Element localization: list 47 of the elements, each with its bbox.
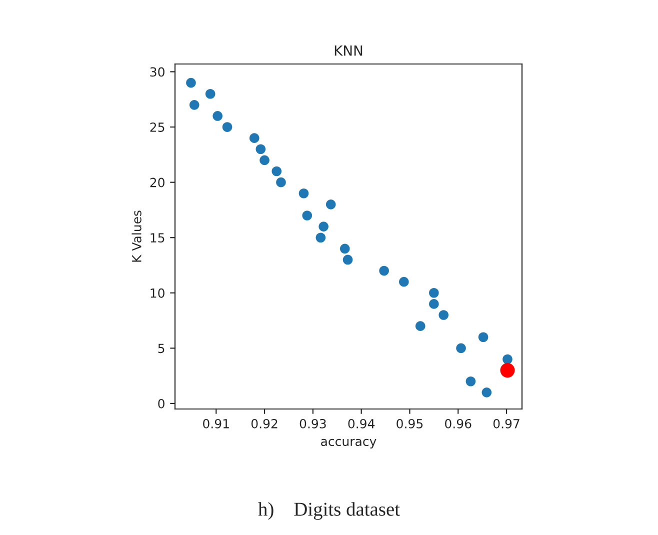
x-tick-label: 0.91 (203, 418, 229, 428)
y-tick-label: 25 (150, 122, 164, 132)
point (415, 321, 426, 331)
point (399, 276, 409, 287)
x-tick-label: 0.94 (348, 418, 375, 428)
point (379, 266, 389, 276)
y-tick-label: 30 (150, 67, 164, 77)
y-tick-label: 0 (158, 398, 164, 408)
point (466, 376, 476, 386)
chart-title: KNN (334, 46, 362, 56)
point (318, 222, 328, 232)
point (212, 111, 222, 121)
point (205, 88, 216, 99)
point (302, 210, 312, 220)
y-tick-label: 15 (150, 233, 164, 243)
x-tick-label: 0.97 (493, 418, 520, 428)
x-axis-title: accuracy (321, 438, 376, 448)
text: h) Digits dataset (258, 502, 400, 520)
y-tick-label: 10 (150, 288, 164, 298)
point (272, 166, 282, 176)
point (340, 244, 350, 254)
y-tick-label: 20 (150, 178, 164, 188)
point (249, 133, 260, 143)
x-tick-label: 0.96 (445, 418, 472, 428)
point (276, 177, 286, 188)
point (500, 363, 515, 378)
point (482, 388, 492, 398)
point (222, 122, 232, 132)
point (429, 299, 439, 309)
point (438, 310, 449, 320)
x-tick-label: 0.93 (300, 418, 326, 428)
point (502, 354, 512, 364)
x-tick-label: 0.95 (396, 418, 423, 428)
point (326, 200, 336, 210)
x-tick-label: 0.92 (251, 418, 278, 428)
point (256, 144, 266, 154)
point (342, 254, 353, 265)
point (260, 155, 270, 166)
y-axis-title: K Values (132, 210, 142, 262)
point (298, 188, 309, 198)
point (316, 232, 326, 243)
point (478, 332, 488, 342)
point (186, 78, 196, 88)
point (456, 343, 466, 354)
point (189, 100, 200, 110)
y-tick-label: 5 (158, 344, 164, 354)
point (429, 288, 439, 298)
